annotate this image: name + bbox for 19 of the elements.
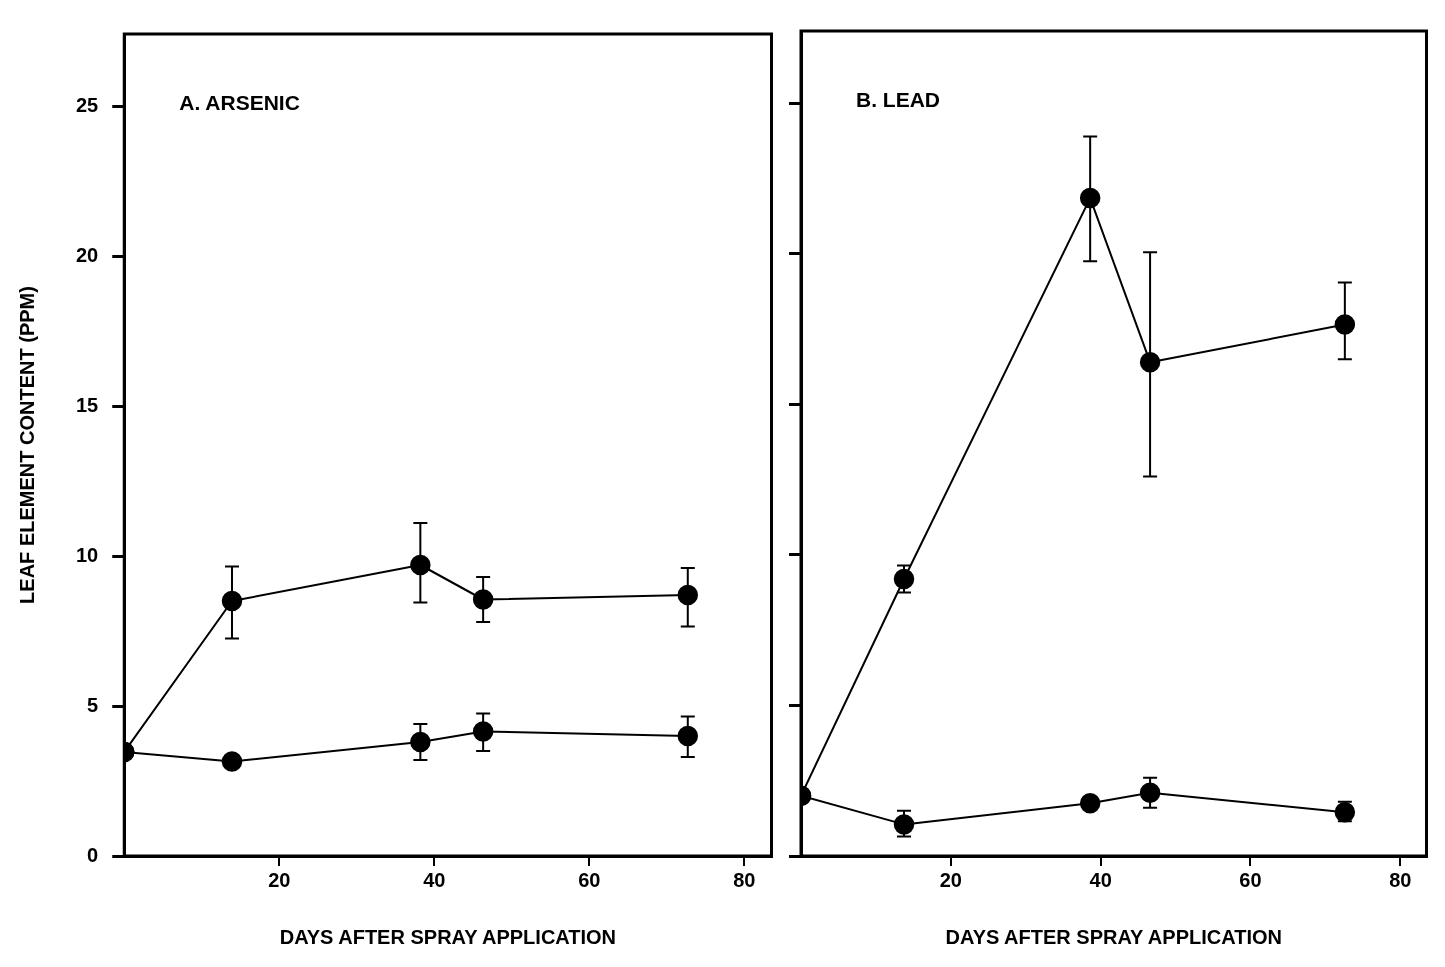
- x-axis-title: DAYS AFTER SPRAY APPLICATION: [945, 925, 1282, 948]
- x-tick-label: 80: [1389, 868, 1412, 891]
- y-axis-title: LEAF ELEMENT CONTENT (PPM): [15, 286, 38, 604]
- y-tick-label: 10: [76, 543, 99, 566]
- x-axis-title: DAYS AFTER SPRAY APPLICATION: [279, 925, 617, 948]
- x-tick-label: 80: [733, 868, 756, 891]
- annotation: B. LEAD: [856, 88, 940, 112]
- y-tick-label: 0: [87, 843, 99, 866]
- x-tick-label: 20: [939, 868, 962, 891]
- x-tick-label: 40: [423, 868, 446, 891]
- x-tick-label: 60: [578, 868, 601, 891]
- y-tick-label: 5: [87, 693, 99, 716]
- annotation: A. ARSENIC: [179, 91, 300, 115]
- y-tick-label: 15: [76, 393, 99, 416]
- x-tick-label: 60: [1239, 868, 1262, 891]
- x-tick-label: 20: [268, 868, 291, 891]
- x-tick-label: 40: [1089, 868, 1112, 891]
- y-tick-label: 20: [76, 243, 99, 266]
- y-tick-label: 25: [76, 93, 99, 116]
